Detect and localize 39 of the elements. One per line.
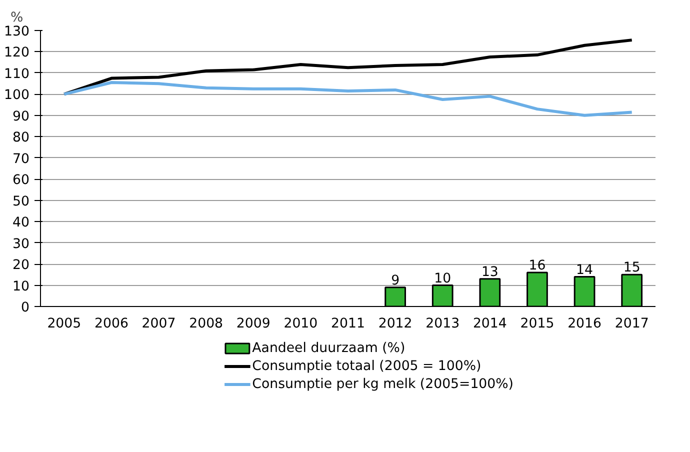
data-label: 10 <box>434 271 452 286</box>
y-tick-label: 30 <box>12 236 30 252</box>
y-tick-label: 120 <box>4 46 30 61</box>
x-tick-label: 2016 <box>568 316 602 332</box>
line-series <box>62 81 634 117</box>
x-tick-label: 2014 <box>472 316 507 332</box>
line-series <box>62 38 634 96</box>
y-tick-label: 70 <box>12 152 30 167</box>
y-tick-label: 90 <box>12 109 30 124</box>
data-label: 16 <box>528 258 546 274</box>
x-tick-label: 2011 <box>331 316 365 332</box>
legend-label: Consumptie totaal (2005 = 100%) <box>252 359 482 374</box>
data-label: 14 <box>576 262 594 278</box>
x-tick-label: 2017 <box>614 316 649 332</box>
y-tick-label: 10 <box>12 279 30 294</box>
x-tick-label: 2008 <box>189 316 224 332</box>
y-tick-label: 50 <box>12 194 30 210</box>
x-tick-label: 2015 <box>520 316 554 332</box>
x-tick-label: 2006 <box>94 316 128 332</box>
y-tick-label: 20 <box>12 258 30 274</box>
y-tick-label: 80 <box>12 130 30 146</box>
y-tick-label: 60 <box>12 173 30 188</box>
x-tick-label: 2007 <box>142 316 176 332</box>
legend-label: Aandeel duurzaam (%) <box>252 341 406 356</box>
x-tick-label: 2012 <box>378 316 412 332</box>
y-tick-label: 0 <box>21 300 30 316</box>
y-tick-label: 110 <box>4 66 30 82</box>
x-tick-label: 2005 <box>47 316 82 332</box>
x-tick-label: 2013 <box>426 316 460 332</box>
x-tick-label: 2010 <box>284 316 318 332</box>
data-label: 15 <box>623 260 640 276</box>
data-label: 13 <box>481 264 498 280</box>
data-label: 9 <box>391 273 400 288</box>
y-tick-label: 40 <box>12 216 30 231</box>
legend-label: Consumptie per kg melk (2005=100%) <box>252 377 514 392</box>
y-tick-label: 100 <box>4 88 30 104</box>
x-tick-label: 2009 <box>236 316 270 332</box>
y-tick-label: 130 <box>4 24 30 40</box>
y-axis-title: % <box>10 10 24 26</box>
